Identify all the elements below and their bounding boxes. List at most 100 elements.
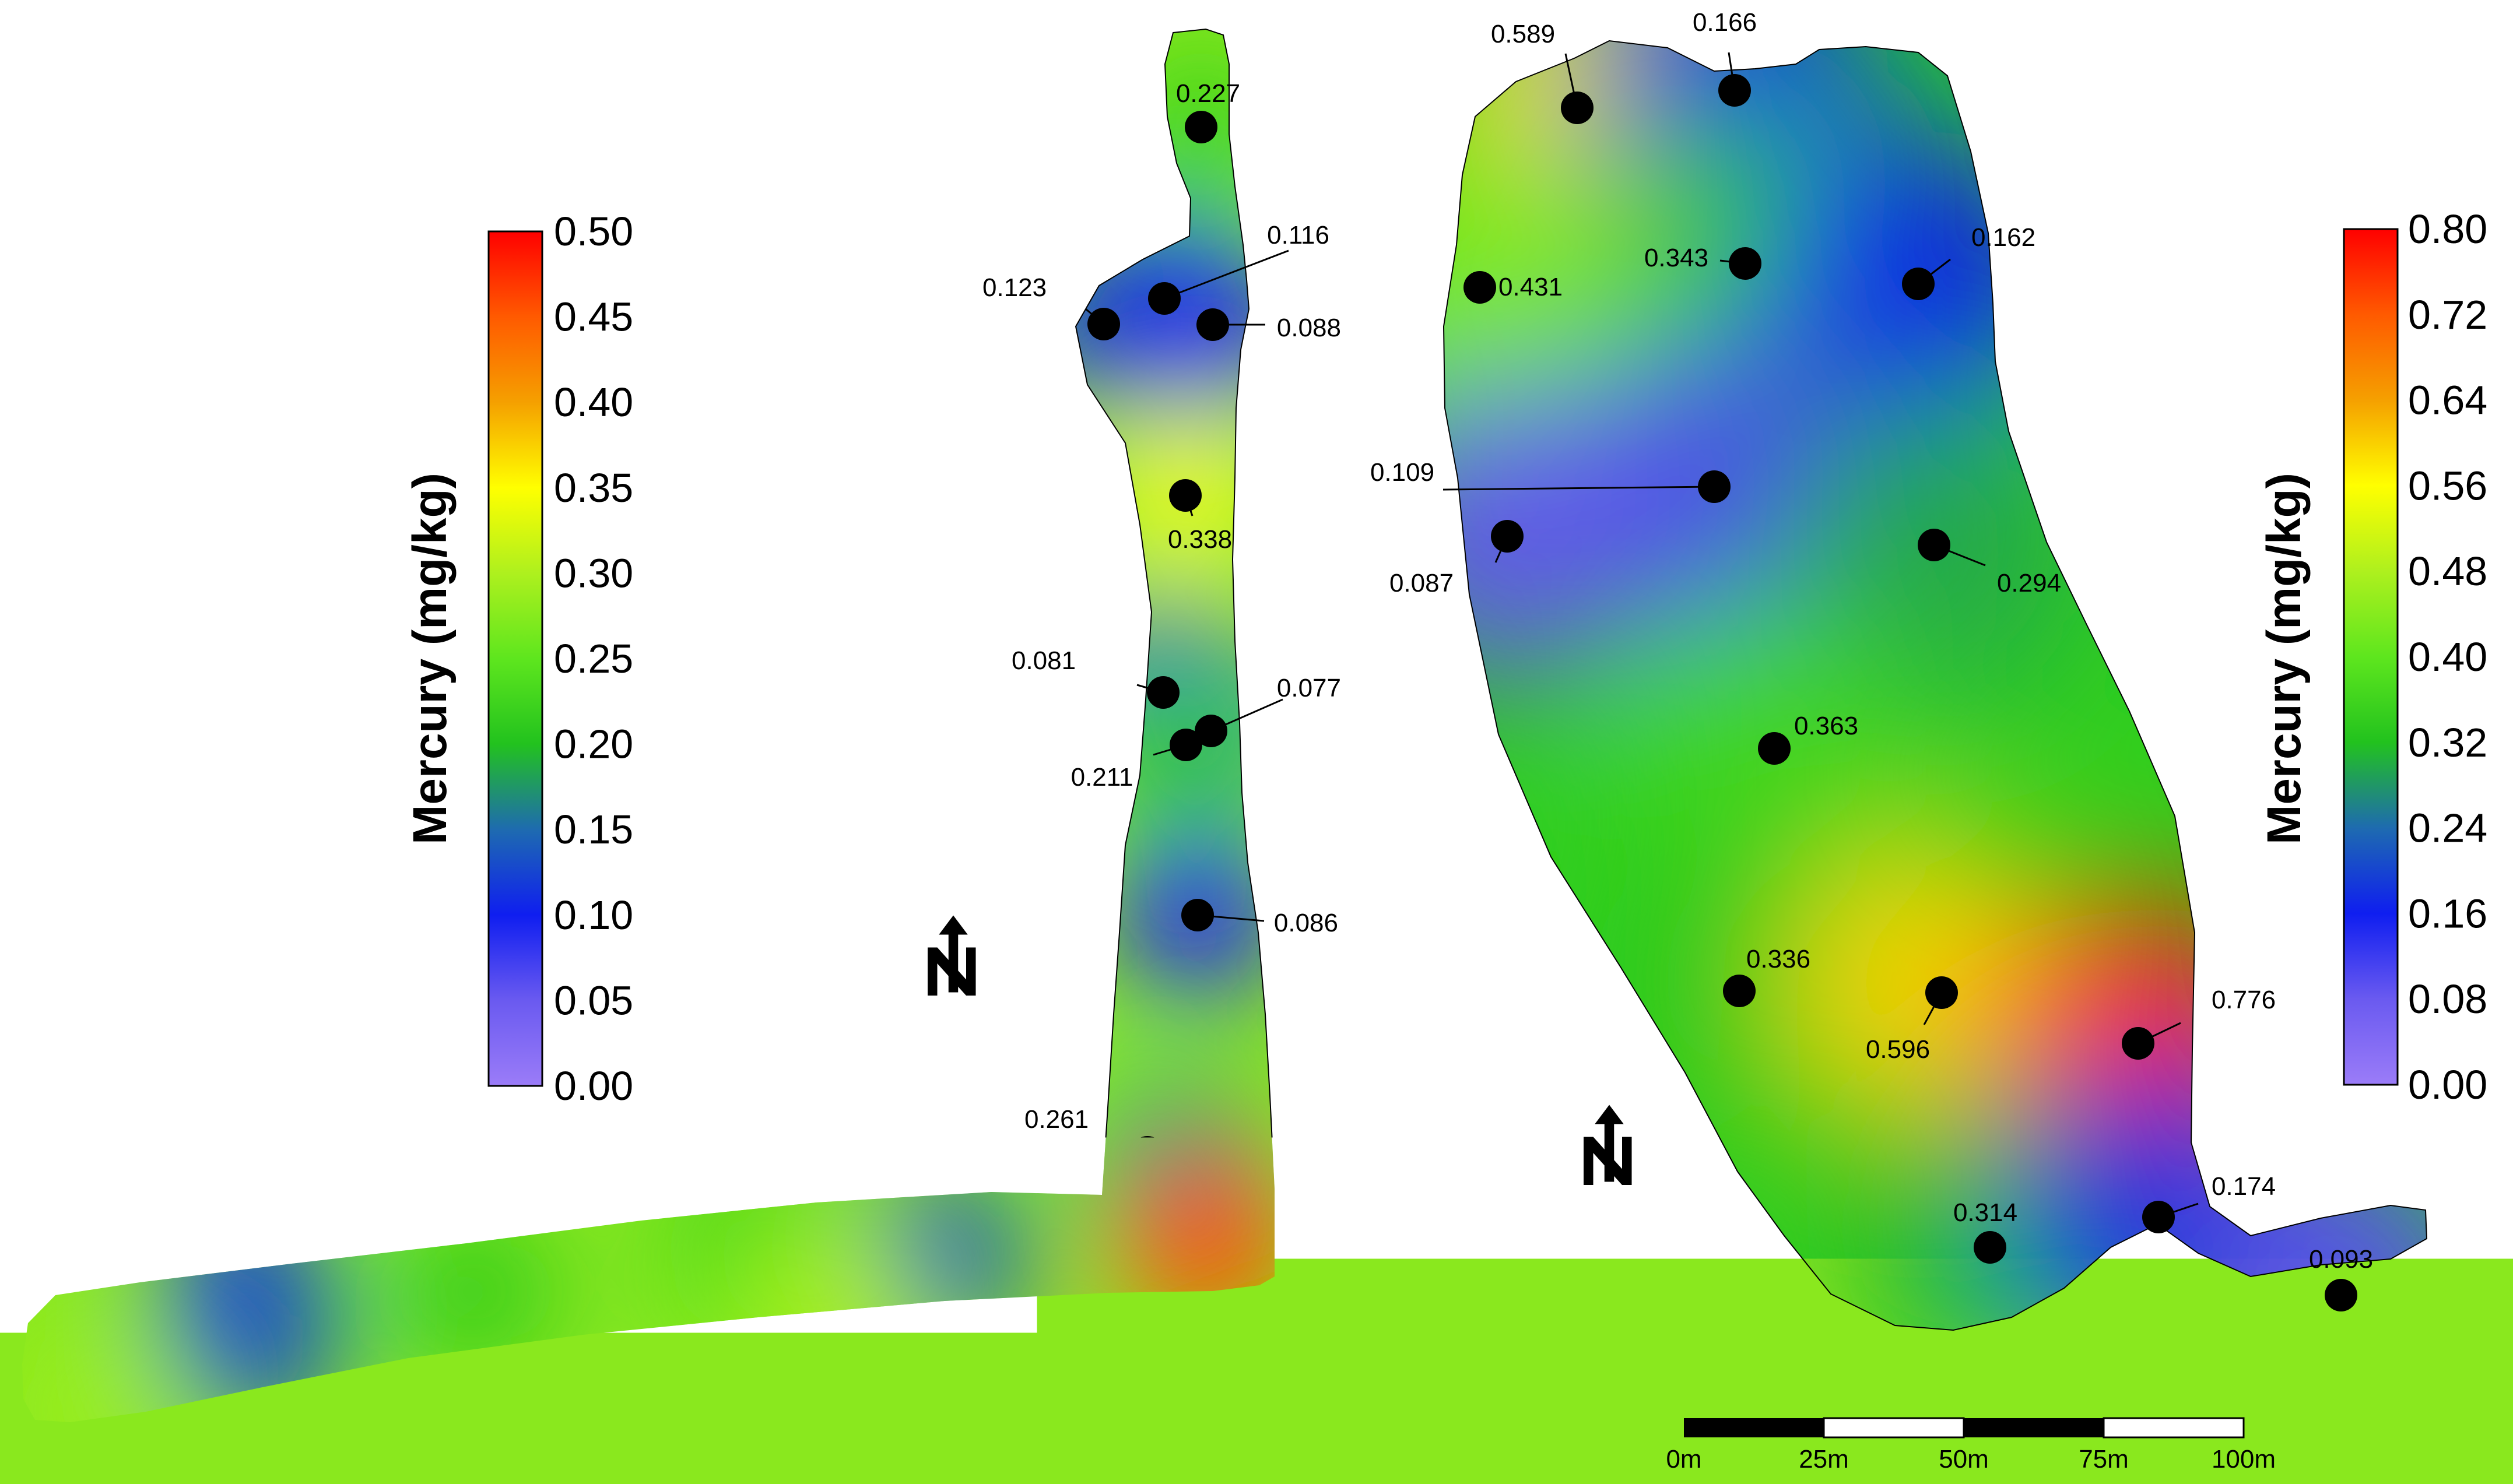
sample-value-label: 0.343 xyxy=(1644,244,1708,272)
legend-tick-label: 0.80 xyxy=(2408,206,2487,252)
legend-tick-label: 0.24 xyxy=(2408,806,2487,851)
sample-value-label: 0.453 xyxy=(1294,1214,1359,1243)
sample-marker xyxy=(1196,308,1229,341)
sample-marker xyxy=(1181,899,1214,931)
sample-value-label: 0.086 xyxy=(1274,909,1338,937)
sample-marker xyxy=(457,1275,490,1308)
sample-marker xyxy=(1718,74,1751,107)
right-scale-label-2: 50m xyxy=(1939,1445,1989,1474)
sample-point: 0.093 xyxy=(2309,1245,2373,1311)
left-scale-label-0: 0m xyxy=(348,1445,384,1474)
sample-value-label: 0.363 xyxy=(1794,712,1858,740)
sample-marker xyxy=(1191,1228,1223,1260)
north-arrow-right xyxy=(1584,1105,1632,1186)
sample-value-label: 0.109 xyxy=(1370,458,1434,487)
sample-marker xyxy=(1170,729,1202,761)
legend-tick-label: 0.05 xyxy=(554,977,633,1023)
legend-tick-label: 0.48 xyxy=(2408,548,2487,594)
sample-point: 0.204 xyxy=(733,1225,848,1258)
sample-marker xyxy=(733,1225,766,1258)
right-site-map: 0.589 0.166 0.343 0.431 0.162 0.109 0.087 0.294… xyxy=(1328,0,2513,1484)
sample-marker xyxy=(1561,92,1594,124)
sample-value-label: 0.431 xyxy=(1498,273,1563,301)
left-color-legend: Mercury (mg/kg) 0.500.450.400.350.300.25… xyxy=(403,209,633,1109)
legend-tick-label: 0.32 xyxy=(2408,720,2487,765)
sample-value-label: 0.101 xyxy=(249,1212,313,1240)
north-arrow-left xyxy=(928,916,976,996)
sample-value-label: 0.247 xyxy=(668,1292,732,1321)
sample-marker xyxy=(1729,247,1761,280)
legend-tick-label: 0.25 xyxy=(554,636,633,681)
sample-value-label: 0.596 xyxy=(1866,1035,1930,1064)
sample-marker xyxy=(1169,479,1202,512)
sample-value-label: 0.116 xyxy=(1267,221,1329,249)
legend-tick-label: 0.64 xyxy=(2408,378,2487,423)
legend-tick-label: 0.20 xyxy=(554,722,633,767)
sample-value-label: 0.174 xyxy=(2212,1172,2276,1201)
sample-value-label: 0.216 xyxy=(504,1283,568,1311)
sample-value-label: 0.081 xyxy=(1012,646,1076,675)
sample-value-label: 0.338 xyxy=(1168,525,1232,554)
legend-tick-label: 0.40 xyxy=(554,379,633,425)
sample-value-label: 0.123 xyxy=(982,273,1047,302)
sample-marker xyxy=(2142,1201,2175,1233)
sample-marker xyxy=(1902,268,1935,300)
sample-marker xyxy=(230,1274,262,1307)
sample-marker xyxy=(1148,282,1181,315)
sample-marker xyxy=(2122,1027,2154,1060)
right-scale-label-1: 25m xyxy=(1799,1445,1849,1474)
legend-tick-label: 0.45 xyxy=(554,294,633,340)
right-scale-bar: 0m 25m 50m 75m 100m xyxy=(1666,1418,2276,1474)
sample-value-label: 0.294 xyxy=(1997,569,2061,597)
sample-value-label: 0.087 xyxy=(1389,569,1454,597)
right-scale-label-0: 0m xyxy=(1666,1445,1701,1474)
sample-value-label: 0.314 xyxy=(1953,1198,2017,1227)
legend-tick-label: 0.00 xyxy=(554,1063,633,1109)
sample-value-label: 0.140 xyxy=(252,1423,317,1451)
sample-marker xyxy=(2325,1279,2357,1311)
sample-value-label: 0.261 xyxy=(1024,1105,1089,1134)
sample-value-label: 0.300 xyxy=(860,1281,924,1310)
legend-tick-label: 0.56 xyxy=(2408,463,2487,508)
sample-marker xyxy=(1918,529,1950,561)
sample-marker xyxy=(1758,732,1791,765)
sample-marker xyxy=(1723,975,1756,1007)
sample-marker xyxy=(241,1328,274,1360)
left-scale-label-3: 150m xyxy=(982,1445,1047,1474)
left-scale-label-1: 50m xyxy=(558,1445,608,1474)
sample-marker xyxy=(1925,976,1958,1009)
sample-marker xyxy=(1698,470,1731,503)
left-legend-colorbar xyxy=(489,231,542,1086)
sample-value-label: 0.204 xyxy=(784,1226,848,1255)
left-legend-title: Mercury (mg/kg) xyxy=(403,473,457,845)
sample-value-label: 0.776 xyxy=(2212,986,2276,1014)
sample-value-label: 0.141 xyxy=(971,1265,1035,1294)
sample-value-label: 0.162 xyxy=(1971,223,2035,252)
legend-tick-label: 0.72 xyxy=(2408,292,2487,337)
sample-marker xyxy=(1147,676,1180,709)
legend-tick-label: 0.30 xyxy=(554,550,633,596)
sample-value-label: 0.093 xyxy=(2309,1245,2373,1274)
sample-value-label: 0.589 xyxy=(1491,20,1555,48)
sample-marker xyxy=(927,1240,960,1273)
legend-tick-label: 0.35 xyxy=(554,465,633,511)
sample-value-label: 0.211 xyxy=(1071,763,1133,792)
right-legend-colorbar xyxy=(2344,229,2398,1085)
right-color-legend: Mercury (mg/kg) 0.800.720.640.560.480.40… xyxy=(2258,206,2487,1107)
right-legend-title: Mercury (mg/kg) xyxy=(2258,473,2311,845)
sample-marker xyxy=(84,1393,117,1426)
sample-point: 0.088 xyxy=(1196,308,1341,342)
legend-tick-label: 0.15 xyxy=(554,807,633,852)
legend-tick-label: 0.16 xyxy=(2408,891,2487,936)
sample-value-label: 0.088 xyxy=(1277,314,1341,342)
sample-point: 0.431 xyxy=(1463,271,1563,304)
sample-marker xyxy=(1131,1136,1164,1169)
legend-tick-label: 0.08 xyxy=(2408,976,2487,1022)
left-scale-label-2: 100m xyxy=(767,1445,831,1474)
sample-value-label: 0.166 xyxy=(1693,8,1757,37)
sample-value-label: 0.288 xyxy=(79,1362,143,1391)
sample-marker xyxy=(746,1265,779,1297)
sample-value-label: 0.077 xyxy=(1277,674,1341,702)
left-site-map: 0.2270.1160.1230.0880.3380.0810.0770.211… xyxy=(0,0,1359,1484)
right-scale-label-4: 100m xyxy=(2212,1445,2276,1474)
